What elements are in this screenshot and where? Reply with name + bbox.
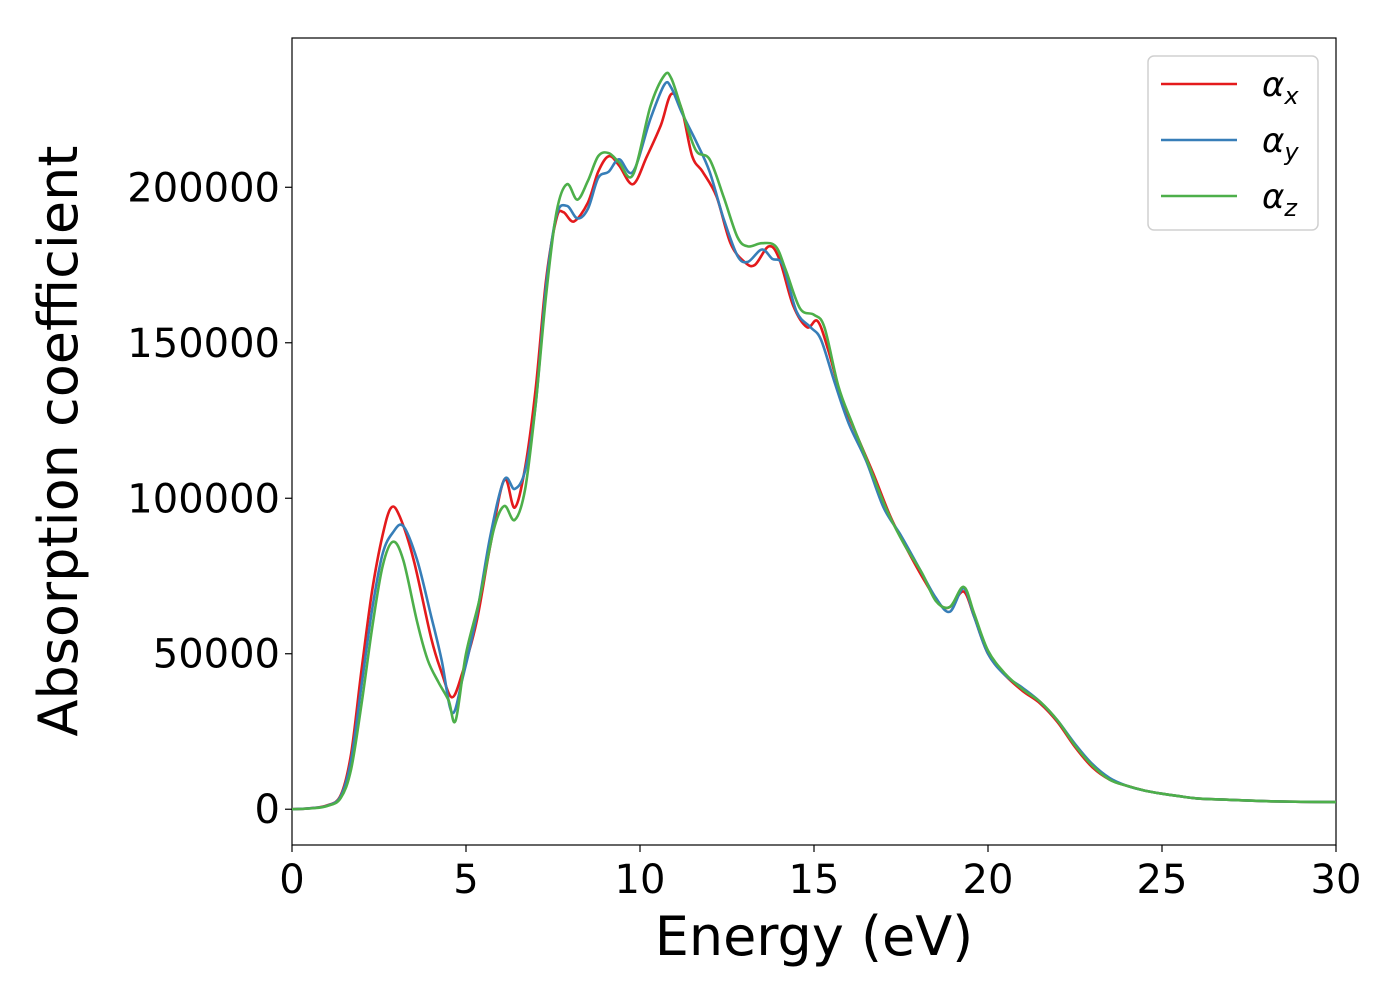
y-axis: 0 50000 100000 150000 200000 [127, 165, 292, 833]
legend-box [1147, 55, 1319, 231]
x-tick-label: 15 [789, 857, 840, 903]
legend-label-y: αy [1262, 121, 1299, 166]
x-axis: 0 5 10 15 20 25 30 [279, 845, 1361, 903]
y-tick-label: 200000 [127, 165, 280, 211]
legend-label-z: αz [1262, 177, 1298, 222]
y-tick-label: 0 [255, 787, 280, 833]
series-layer [291, 71, 1337, 811]
y-tick-label: 150000 [127, 321, 280, 367]
x-tick-label: 10 [615, 857, 666, 903]
x-tick-label: 5 [453, 857, 478, 903]
x-tick-label: 30 [1311, 857, 1362, 903]
y-tick-label: 50000 [153, 632, 280, 678]
series-line-z [291, 71, 1337, 811]
y-tick-label: 100000 [127, 476, 280, 522]
x-tick-label: 0 [279, 857, 304, 903]
x-tick-label: 20 [963, 857, 1014, 903]
y-axis-title: Absorption coefficient [27, 146, 90, 737]
legend: αx αy αz [1147, 55, 1319, 231]
legend-label-x: αx [1262, 65, 1299, 110]
x-axis-title: Energy (eV) [655, 905, 974, 968]
x-tick-label: 25 [1137, 857, 1188, 903]
